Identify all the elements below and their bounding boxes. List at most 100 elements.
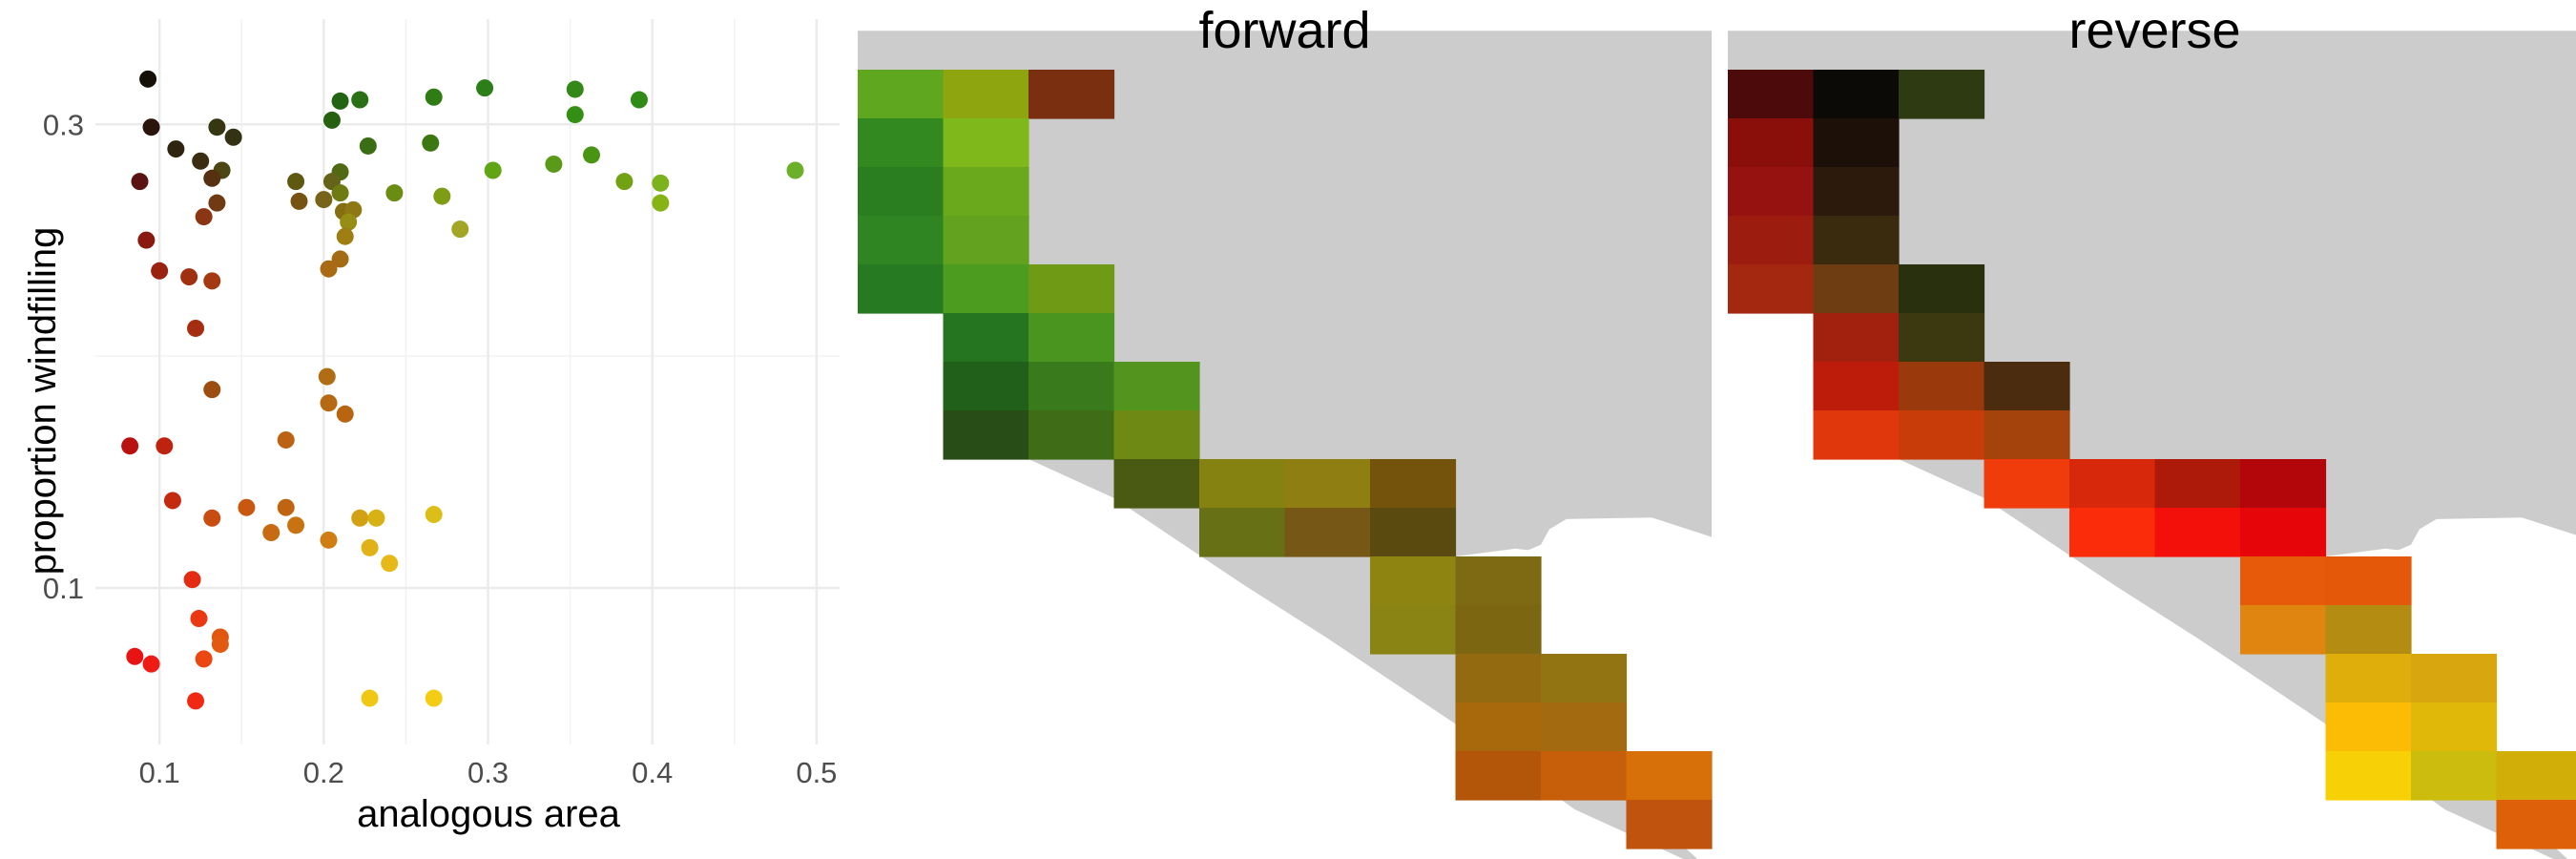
heatmap-cell (2325, 654, 2412, 703)
heatmap-cell (1728, 167, 1815, 217)
scatter-point (433, 187, 451, 205)
scatter-point (262, 524, 280, 542)
heatmap-cell (2411, 654, 2498, 703)
heatmap-cell (1113, 459, 1200, 509)
heatmap-cell (1028, 264, 1115, 314)
scatter-point (156, 437, 174, 455)
heatmap-cell (2325, 605, 2412, 655)
scatter-point (180, 268, 198, 286)
scatter-point (142, 655, 160, 673)
heatmap-cell (2325, 751, 2412, 801)
scatter-point (167, 140, 185, 158)
scatter-point (320, 531, 338, 549)
scatter-point (381, 555, 399, 573)
heatmap-cell (1626, 800, 1713, 849)
x-tick-label: 0.4 (632, 756, 673, 789)
scatter-point (126, 647, 144, 665)
scatter-point (367, 509, 385, 527)
heatmap-cell (2411, 751, 2498, 801)
heatmap-cell (1813, 264, 1900, 314)
panel-title: forward (1198, 2, 1370, 59)
scatter-point (151, 262, 169, 280)
scatter-point (583, 146, 600, 164)
scatter-point (652, 174, 670, 192)
scatter-point (476, 79, 494, 97)
heatmap-cell (2154, 459, 2241, 509)
scatter-point (484, 161, 502, 179)
heatmap-cell (1370, 508, 1457, 557)
heatmap-cell (2496, 800, 2576, 849)
scatter-point (340, 213, 358, 231)
x-tick-label: 0.2 (303, 756, 344, 789)
scatter-point (630, 91, 648, 109)
heatmap-cell (2496, 751, 2576, 801)
scatter-point (142, 118, 160, 136)
scatter-point (425, 689, 443, 707)
heatmap-cell (1899, 70, 1985, 119)
heatmap-cell (2325, 702, 2412, 752)
scatter-point (208, 118, 226, 136)
heatmap-cell (943, 410, 1029, 460)
heatmap-cell (1899, 410, 1985, 460)
heatmap-cell (1541, 702, 1628, 752)
heatmap-cell (1199, 508, 1286, 557)
heatmap-cell (1813, 410, 1900, 460)
heatmap-cell (1455, 751, 1542, 801)
heatmap-cell (943, 70, 1029, 119)
heatmap-cell (1626, 751, 1713, 801)
heatmap-cell (1028, 70, 1115, 119)
heatmap-cell (1455, 605, 1542, 655)
scatter-point (451, 220, 469, 239)
x-axis-title: analogous area (357, 793, 621, 835)
x-tick-label: 0.1 (139, 756, 180, 789)
y-tick-label: 0.1 (43, 572, 84, 605)
scatter-point (195, 208, 213, 226)
scatter-point (331, 250, 349, 268)
heatmap-cell (1813, 167, 1900, 217)
heatmap-cell (1113, 362, 1200, 411)
scatter-point (385, 184, 404, 202)
scatter-point (425, 506, 443, 524)
heatmap-cell (943, 167, 1029, 217)
heatmap-cell (1370, 459, 1457, 509)
scatter-point (203, 272, 221, 290)
panel-title: reverse (2068, 2, 2240, 59)
y-axis-title: proportion windfilling (22, 227, 64, 576)
scatter-point (361, 538, 379, 556)
heatmap-cell (858, 70, 945, 119)
heatmap-cell (1728, 118, 1815, 168)
scatter-point (287, 516, 305, 534)
heatmap-cell (858, 167, 945, 217)
scatter-point (361, 689, 379, 707)
scatter-point (183, 571, 201, 589)
heatmap-cell (943, 216, 1029, 265)
heatmap-cell (1813, 216, 1900, 265)
scatter-point (187, 319, 205, 337)
heatmap-panel-reverse: reverse (1728, 2, 2576, 859)
scatter-point (139, 70, 157, 88)
heatmap-cell (1028, 410, 1115, 460)
scatter-point (422, 134, 440, 152)
heatmap-cell (2154, 508, 2241, 557)
land-mass (858, 55, 1712, 70)
scatter-point (224, 128, 242, 146)
x-tick-label: 0.3 (467, 756, 509, 789)
heatmap-cell (2240, 459, 2327, 509)
scatter-point (566, 106, 584, 124)
heatmap-cell (1455, 654, 1542, 703)
scatter-point (277, 498, 295, 516)
heatmap-cell (1813, 118, 1900, 168)
heatmap-cell (1455, 702, 1542, 752)
heatmap-cell (1113, 410, 1200, 460)
heatmap-cell (1370, 605, 1457, 655)
scatter-point (187, 692, 205, 710)
heatmap-cell (2069, 459, 2156, 509)
scatter-point (203, 381, 221, 399)
heatmap-cell (858, 216, 945, 265)
heatmap-cell (1728, 264, 1815, 314)
heatmap-cell (1728, 216, 1815, 265)
scatter-point (290, 192, 308, 210)
scatter-point (238, 498, 256, 516)
scatter-point (208, 194, 226, 212)
